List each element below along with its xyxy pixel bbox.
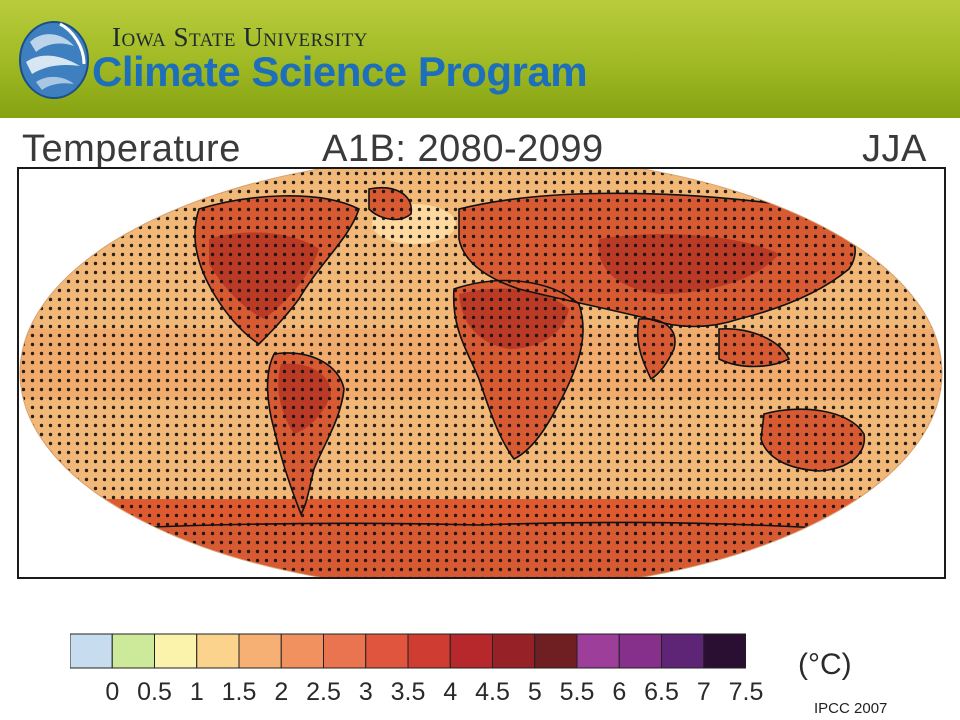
legend-bin xyxy=(661,633,705,669)
legend-bin xyxy=(534,633,578,669)
significance-stippling xyxy=(20,169,942,577)
coastlines xyxy=(20,187,942,538)
legend-bin xyxy=(576,633,620,669)
header-banner: Iowa State University Climate Science Pr… xyxy=(0,0,960,118)
legend-tick-label: 2 xyxy=(274,678,289,706)
legend-tick-label: 6 xyxy=(612,678,627,706)
legend-bin xyxy=(238,633,282,669)
legend-bin xyxy=(492,633,536,669)
legend-tick-label: 7 xyxy=(696,678,711,706)
legend-bin xyxy=(365,633,409,669)
legend-tick-label: 1.5 xyxy=(221,678,257,706)
program-name: Climate Science Program xyxy=(92,48,588,95)
legend-colorbar xyxy=(70,633,746,669)
legend-tick-label: 5 xyxy=(527,678,542,706)
world-temperature-map xyxy=(17,167,946,579)
legend-tick-label: 0 xyxy=(105,678,120,706)
legend-tick-label: 2.5 xyxy=(306,678,341,706)
source-citation: IPCC 2007 xyxy=(814,700,888,717)
legend-units: (°C) xyxy=(798,648,852,681)
legend-tick-label: 0.5 xyxy=(137,678,172,706)
legend-tick-label: 6.5 xyxy=(644,678,679,706)
legend-tick-label: 4 xyxy=(443,678,458,706)
map-title-row: Temperature A1B: 2080-2099 JJA xyxy=(0,128,960,170)
legend-bin xyxy=(280,633,324,669)
map-globe xyxy=(20,169,942,577)
legend-tick-label: 7.5 xyxy=(728,678,764,706)
map-season-title: JJA xyxy=(862,128,927,170)
legend-bin xyxy=(70,633,113,669)
legend-tick-label: 5.5 xyxy=(559,678,595,706)
legend-bin xyxy=(407,633,451,669)
map-variable-title: Temperature xyxy=(22,128,241,170)
legend-bin xyxy=(618,633,662,669)
map-canvas xyxy=(19,169,943,577)
legend-tick-labels: 0 0.5 1 1.5 2 2.5 3 3.5 4 4.5 5 5.5 6 6.5 7 7.5 xyxy=(70,678,763,706)
legend-bin xyxy=(196,633,240,669)
legend-bin xyxy=(111,633,155,669)
legend-bin xyxy=(703,633,746,669)
legend-tick-label: 1 xyxy=(189,678,204,706)
university-name: Iowa State University xyxy=(112,22,368,52)
map-scenario-title: A1B: 2080-2099 xyxy=(322,128,604,170)
legend-tick-label: 4.5 xyxy=(475,678,510,706)
legend-bin xyxy=(449,633,493,669)
globe-outline xyxy=(19,169,943,577)
legend-tick-label: 3 xyxy=(358,678,373,706)
legend-tick-label: 3.5 xyxy=(390,678,426,706)
legend-bin xyxy=(323,633,367,669)
globe-emblem-icon xyxy=(19,21,89,99)
legend-bin xyxy=(154,633,198,669)
